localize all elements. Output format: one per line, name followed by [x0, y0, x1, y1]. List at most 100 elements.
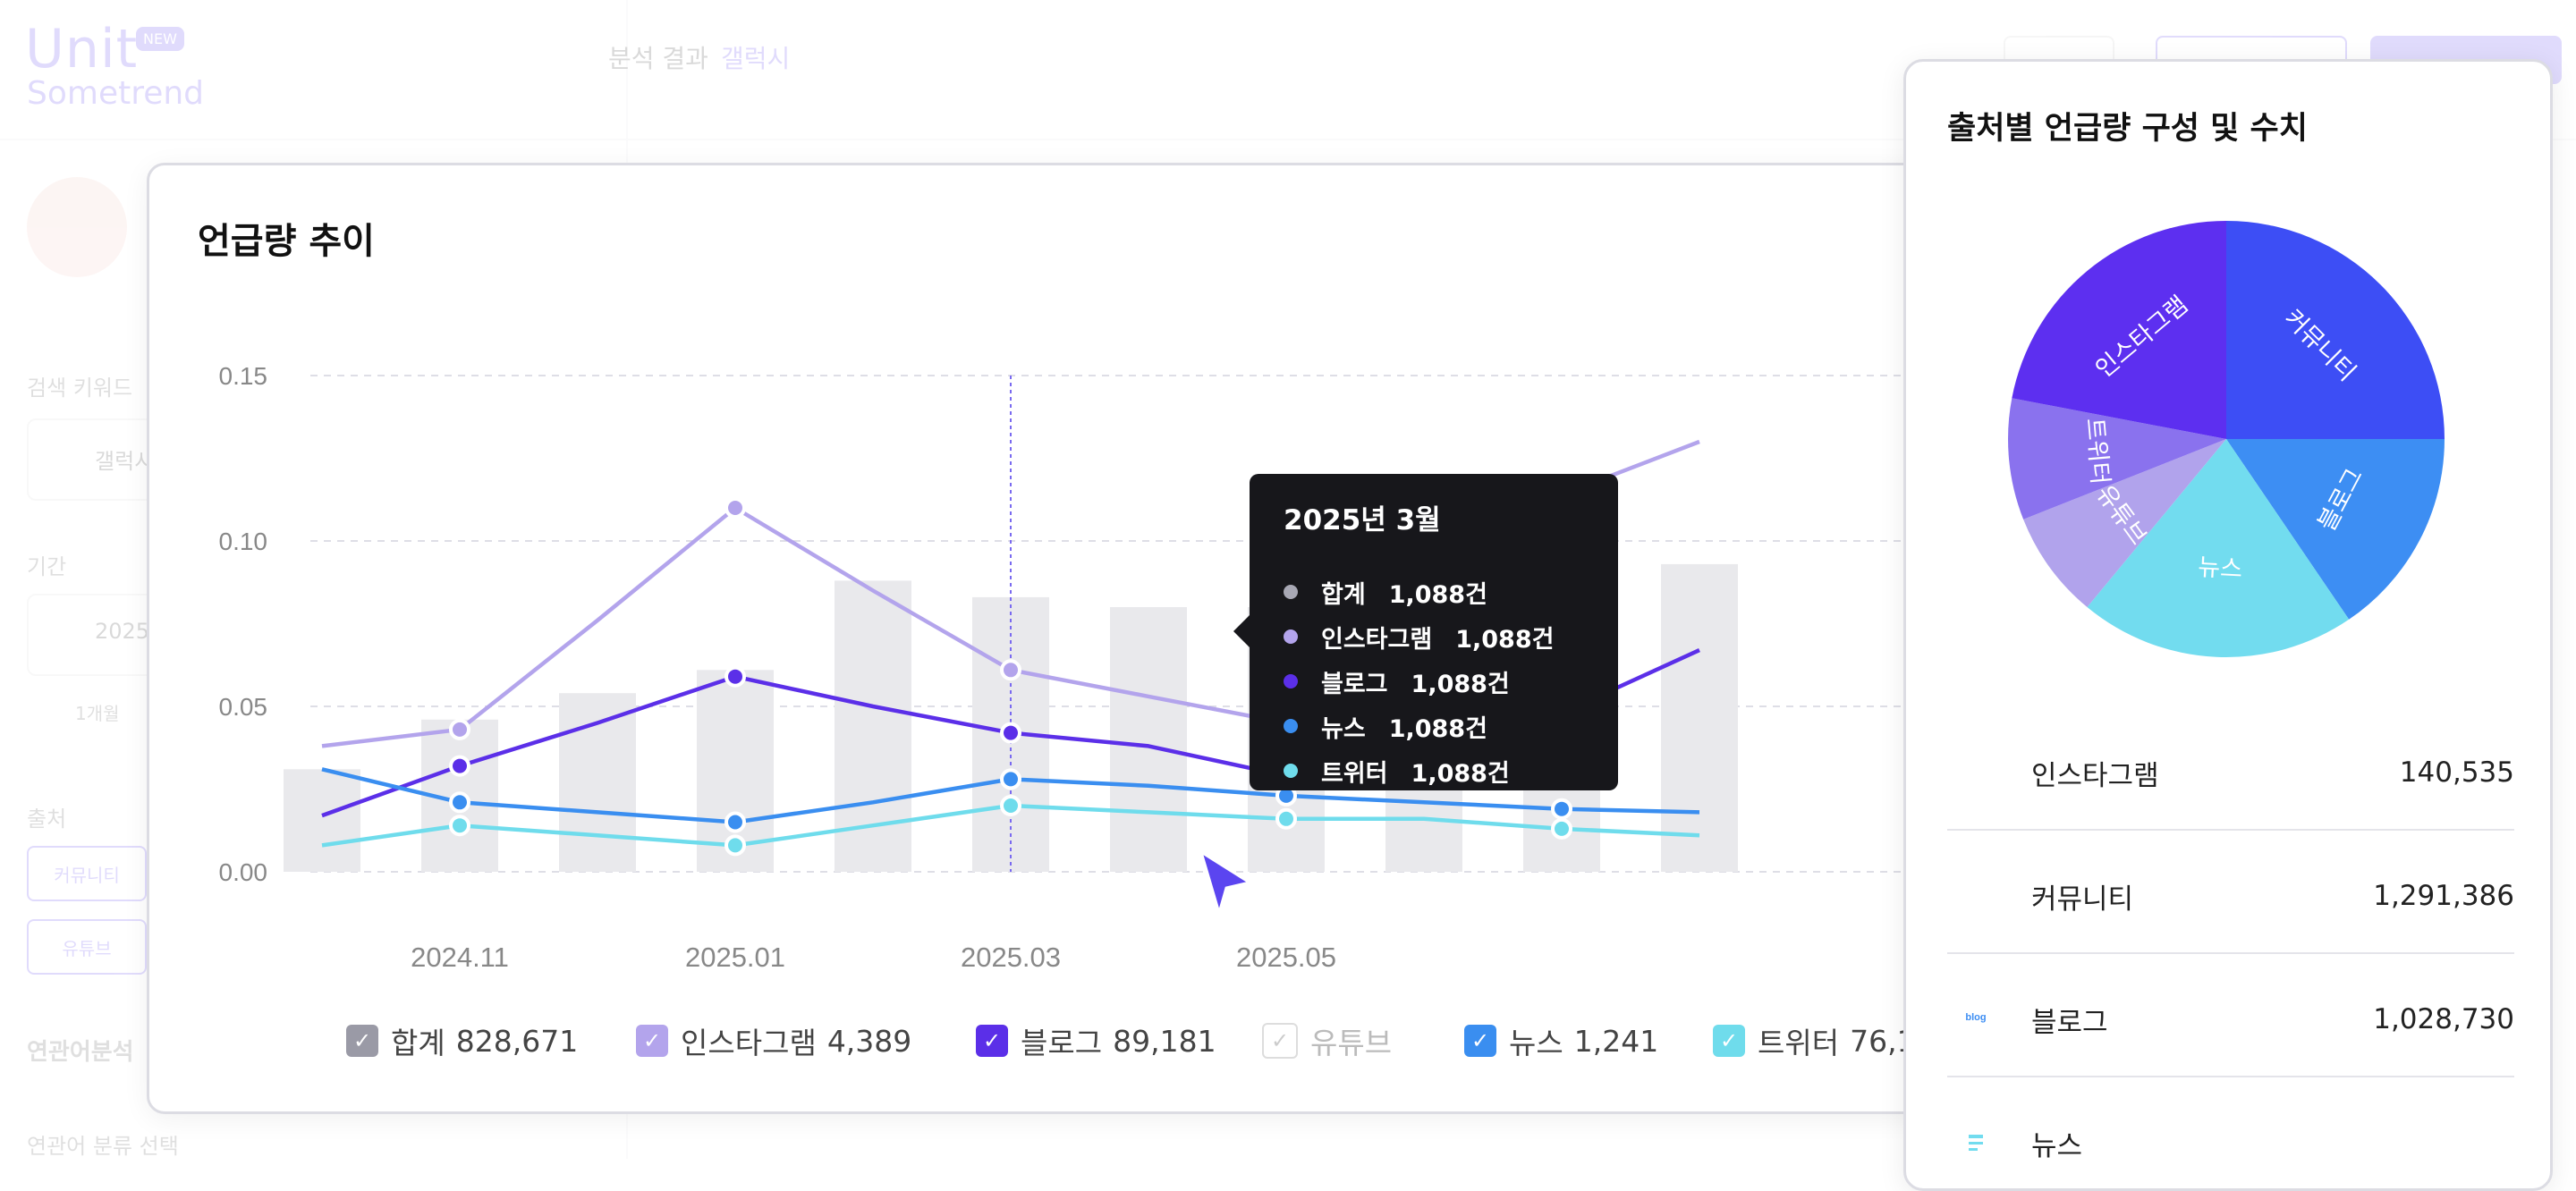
legend-item-news[interactable]: ✓ 뉴스 1,241	[1464, 1019, 1658, 1062]
pie-slice[interactable]	[2226, 439, 2445, 620]
tooltip-series-name: 합계	[1321, 580, 1366, 609]
instagram-icon	[1947, 744, 2004, 801]
series-point	[724, 665, 746, 688]
x-tick-label: 2025.05	[1236, 942, 1336, 973]
source-row-news[interactable]: 뉴스	[1947, 1111, 2514, 1174]
search-value: 갤럭시	[95, 449, 155, 474]
legend-label: 트위터	[1758, 1026, 1840, 1060]
tooltip-series-name: 블로그	[1321, 670, 1388, 698]
legend-value: 828,671	[455, 1023, 579, 1059]
tooltip-series-value: 1,088건	[1455, 625, 1555, 654]
total-bar	[284, 769, 360, 872]
related-select[interactable]: 연관어 분류 선택	[27, 1134, 179, 1159]
checkbox-icon[interactable]: ✓	[976, 1025, 1008, 1057]
legend-item-instagram[interactable]: ✓ 인스타그램 4,389	[636, 1019, 911, 1062]
related-analysis-label: 연관어분석	[27, 1039, 134, 1066]
tooltip-dot	[1284, 674, 1298, 688]
legend-label: 합계	[391, 1026, 445, 1060]
svg-text:blog: blog	[1965, 1012, 1986, 1023]
pie-slice[interactable]	[2087, 439, 2350, 657]
legend-item-youtube[interactable]: ✓ 유튜브	[1262, 1019, 1402, 1062]
checkbox-icon[interactable]: ✓	[1713, 1025, 1745, 1057]
series-point	[449, 791, 470, 814]
checkbox-icon[interactable]: ✓	[1464, 1025, 1496, 1057]
series-point	[724, 811, 746, 833]
search-input[interactable]: 갤럭시	[27, 418, 165, 501]
tooltip-dot	[1284, 719, 1298, 733]
breadcrumb-label: 분석 결과	[608, 44, 708, 73]
legend-item-total[interactable]: ✓ 합계 828,671	[346, 1019, 578, 1062]
tooltip-series-value: 1,088건	[1411, 670, 1510, 698]
series-point	[449, 718, 470, 740]
source-chip-community[interactable]: 커뮤니티	[27, 846, 147, 901]
period-button[interactable]: 1개월	[75, 703, 120, 724]
legend-item-twitter[interactable]: ✓ 트위터 76,12	[1713, 1019, 1935, 1062]
news-icon	[1947, 1114, 2004, 1171]
tooltip-row: 뉴스 1,088건	[1284, 708, 1487, 744]
source-name: 뉴스	[2031, 1129, 2083, 1162]
series-point	[1000, 795, 1021, 816]
app-logo[interactable]: Unit	[25, 18, 139, 80]
legend-value: 1,241	[1573, 1023, 1659, 1059]
app-logo-sub: Sometrend	[27, 75, 205, 112]
pie-slice[interactable]	[2012, 221, 2226, 439]
legend-item-blog[interactable]: ✓ 블로그 89,181	[976, 1019, 1216, 1062]
tooltip-series-value: 1,088건	[1388, 580, 1487, 609]
series-point	[724, 834, 746, 857]
source-value: 1,291,386	[2373, 880, 2514, 912]
avatar[interactable]	[27, 177, 127, 277]
total-bar	[559, 693, 636, 872]
trend-chart: 0.00 0.05 0.10 0.15 2024.11 2025.01 2025.03 202…	[219, 362, 2081, 973]
pie-slice[interactable]	[2226, 221, 2445, 439]
search-keyword-label: 검색 키워드	[27, 376, 133, 401]
tooltip-row: 블로그 1,088건	[1284, 663, 1510, 699]
tooltip-series-name: 뉴스	[1321, 714, 1366, 743]
checkbox-icon[interactable]: ✓	[1262, 1023, 1298, 1059]
y-tick-label: 0.10	[219, 528, 268, 555]
y-tick-label: 0.15	[219, 362, 268, 390]
series-point	[449, 755, 470, 777]
series-point	[1000, 659, 1021, 681]
community-icon	[1947, 867, 2004, 925]
series-point	[1551, 798, 1572, 820]
checkbox-icon[interactable]: ✓	[346, 1025, 378, 1057]
chart-tooltip: 2025년 3월 합계 1,088건 인스타그램 1,088건 블로그 1,08…	[1233, 474, 1618, 790]
checkbox-icon[interactable]: ✓	[636, 1025, 668, 1057]
divider	[1947, 1076, 2514, 1077]
series-point	[724, 497, 746, 519]
source-value: 140,535	[2399, 756, 2514, 789]
series-point	[449, 815, 470, 837]
x-tick-label: 2025.01	[685, 942, 785, 973]
tooltip-series-value: 1,088건	[1388, 714, 1487, 743]
date-input[interactable]: 2025	[27, 594, 165, 676]
source-chip-youtube[interactable]: 유튜브	[27, 919, 147, 975]
y-tick-label: 0.00	[219, 858, 268, 886]
legend-label: 인스타그램	[681, 1026, 817, 1060]
divider	[1947, 952, 2514, 954]
y-tick-label: 0.05	[219, 693, 268, 721]
tooltip-series-name: 인스타그램	[1321, 625, 1433, 654]
pie-slice[interactable]	[2023, 439, 2226, 608]
source-row-community[interactable]: 커뮤니티 1,291,386	[1947, 865, 2514, 927]
card-title: 출처별 언급량 구성 및 수치	[1947, 111, 2308, 147]
tooltip-series-name: 트위터	[1321, 759, 1388, 788]
date-value: 2025	[95, 619, 150, 644]
source-name: 인스타그램	[2031, 759, 2159, 792]
x-tick-label: 2024.11	[411, 942, 509, 973]
total-bar	[1110, 607, 1187, 872]
cursor-icon	[1199, 849, 1253, 918]
blog-icon: blog	[1947, 991, 2004, 1048]
legend-label: 유튜브	[1310, 1026, 1393, 1060]
series-point	[1551, 817, 1572, 840]
source-row-instagram[interactable]: 인스타그램 140,535	[1947, 741, 2514, 804]
source-row-blog[interactable]: blog 블로그 1,028,730	[1947, 988, 2514, 1051]
pie-slice[interactable]	[2008, 398, 2226, 519]
source-value: 1,028,730	[2373, 1003, 2514, 1035]
total-bar	[1661, 563, 1738, 872]
source-label: 출처	[27, 807, 67, 832]
series-point	[1275, 807, 1297, 830]
tooltip-row: 트위터 1,088건	[1284, 753, 1510, 789]
app-header	[0, 0, 2576, 140]
tooltip-dot	[1284, 764, 1298, 778]
